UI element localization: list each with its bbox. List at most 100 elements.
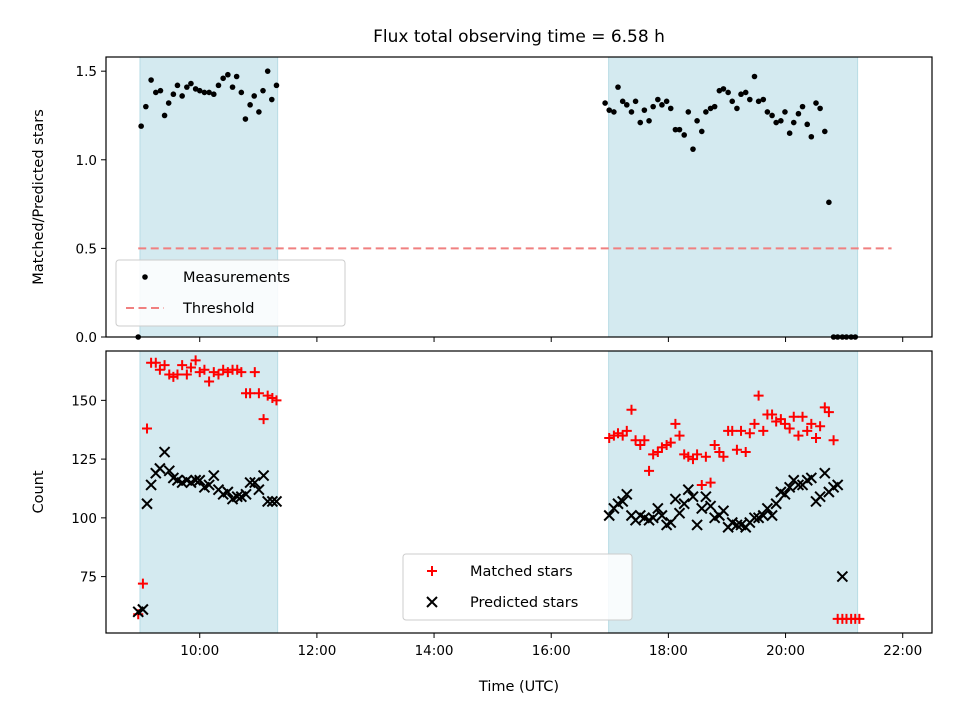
data-point	[823, 407, 834, 418]
data-point	[206, 89, 212, 96]
data-point	[725, 89, 731, 96]
data-point	[700, 490, 712, 503]
data-point	[196, 87, 203, 94]
data-point	[811, 432, 822, 443]
data-point	[163, 465, 175, 477]
data-point	[729, 98, 736, 105]
axes-frame	[105, 56, 933, 338]
legend: Measurements Threshold	[115, 259, 346, 327]
data-point	[758, 425, 769, 436]
chart-title: Flux total observing time = 6.58 h	[373, 27, 665, 47]
data-point	[799, 103, 806, 110]
data-point	[817, 105, 823, 112]
data-point	[696, 479, 707, 490]
data-point	[264, 68, 271, 74]
data-point	[258, 414, 269, 425]
data-point	[245, 388, 256, 399]
y-tick-label: 0.5	[76, 241, 97, 257]
data-point	[685, 109, 692, 115]
data-point	[179, 93, 185, 99]
data-point	[696, 502, 708, 515]
data-point	[249, 367, 260, 378]
data-point	[836, 570, 849, 583]
data-point	[240, 488, 252, 501]
y-axis-label: Count	[31, 470, 47, 513]
data-point	[757, 509, 769, 522]
data-point	[748, 512, 761, 524]
data-point	[751, 73, 758, 80]
data-point	[256, 109, 262, 115]
data-point	[208, 469, 220, 482]
data-point	[704, 500, 717, 512]
axes-frame	[105, 350, 933, 634]
data-point	[257, 469, 270, 482]
data-point	[628, 109, 635, 115]
data-point	[744, 428, 755, 439]
data-point	[210, 91, 217, 98]
data-point	[682, 483, 695, 496]
legend-label: Predicted stars	[470, 595, 578, 611]
data-point	[203, 479, 215, 491]
data-point	[779, 418, 790, 429]
data-point	[181, 369, 192, 380]
data-point	[674, 430, 685, 441]
data-point	[769, 112, 775, 119]
data-point	[790, 119, 797, 126]
y-tick-label: 100	[71, 511, 97, 527]
data-point	[802, 425, 813, 436]
data-point	[747, 96, 753, 103]
data-point	[691, 519, 703, 531]
legend-label: Threshold	[182, 301, 254, 317]
data-point	[261, 495, 274, 508]
data-point	[157, 87, 164, 94]
data-point	[621, 425, 632, 436]
data-point	[141, 498, 153, 510]
data-point	[805, 472, 818, 484]
data-point	[273, 82, 280, 89]
x-axis-label: Time (UTC)	[478, 679, 559, 695]
legend: Matched stars Predicted stars	[402, 553, 633, 621]
data-point	[619, 98, 626, 105]
data-point	[814, 490, 826, 503]
data-point	[755, 98, 762, 105]
data-point	[784, 423, 795, 434]
data-point	[687, 490, 699, 503]
data-point	[813, 100, 819, 106]
data-point	[647, 512, 659, 524]
data-point	[204, 376, 215, 387]
data-point	[656, 509, 668, 522]
data-point	[673, 507, 686, 519]
data-point	[189, 474, 202, 486]
data-point	[753, 390, 764, 401]
data-point	[148, 77, 154, 83]
data-point	[639, 435, 650, 446]
data-point	[831, 479, 844, 491]
data-point	[150, 357, 161, 368]
data-point	[806, 418, 817, 429]
data-point	[797, 411, 808, 422]
data-point	[630, 435, 641, 446]
data-point	[646, 117, 652, 124]
legend-measurements-swatch	[142, 274, 148, 280]
data-point	[650, 103, 656, 110]
data-point	[177, 360, 188, 371]
legend-matched-swatch	[427, 566, 437, 576]
data-point	[793, 430, 804, 441]
x-tick-label: 22:00	[883, 643, 922, 659]
data-point	[238, 89, 245, 96]
data-point	[236, 367, 247, 378]
data-point	[159, 360, 170, 371]
data-point	[700, 451, 711, 462]
data-point	[690, 146, 696, 152]
data-point	[194, 474, 206, 486]
data-point	[188, 80, 194, 87]
data-point	[229, 84, 236, 90]
data-point	[734, 105, 740, 112]
data-point	[676, 126, 683, 133]
data-point	[611, 109, 617, 115]
data-point	[717, 505, 730, 517]
data-point	[711, 103, 718, 110]
data-point	[727, 425, 738, 436]
data-point	[623, 102, 630, 108]
